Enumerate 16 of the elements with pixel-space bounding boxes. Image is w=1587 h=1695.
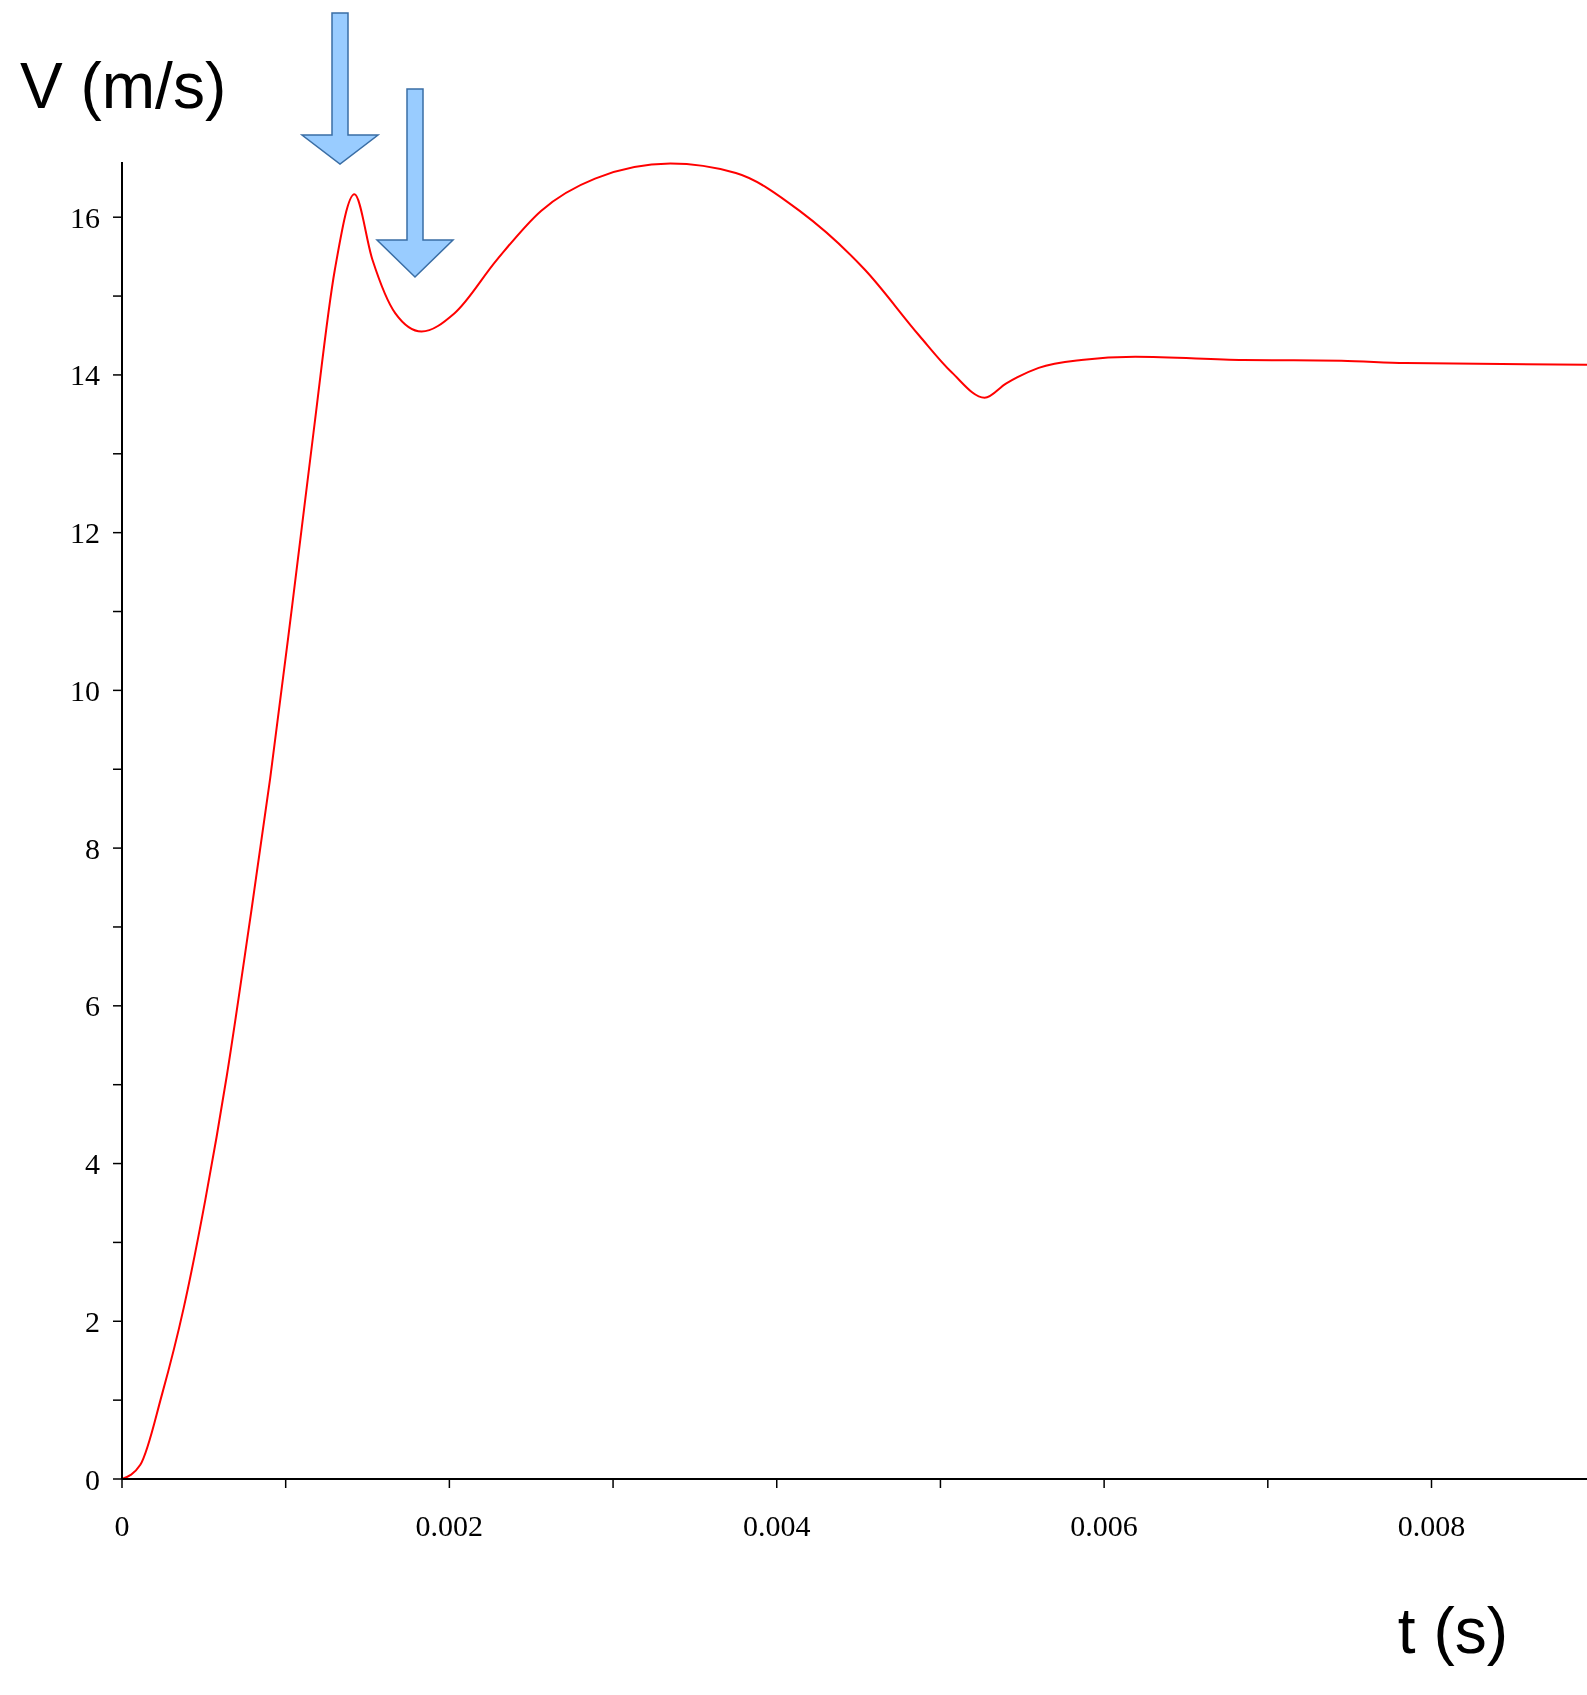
y-tick-label: 12: [70, 516, 100, 550]
y-tick-label: 16: [70, 200, 100, 234]
x-tick-label: 0.006: [1070, 1509, 1138, 1542]
x-tick-label: 0.008: [1397, 1509, 1466, 1542]
x-tick-label: 0: [114, 1509, 130, 1542]
y-axis-title: V (m/s): [20, 50, 227, 122]
x-axis-title: t (s): [1397, 1595, 1508, 1667]
x-tick-label: 0.004: [743, 1509, 811, 1542]
y-tick-label: 2: [85, 1304, 100, 1338]
y-tick-label: 8: [85, 831, 100, 865]
y-tick-label: 14: [70, 358, 100, 392]
y-tick-label: 10: [70, 673, 100, 707]
y-tick-label: 0: [85, 1462, 100, 1496]
y-tick-label: 6: [85, 989, 100, 1023]
x-tick-label: 0.002: [415, 1509, 484, 1542]
y-tick-label: 4: [85, 1147, 100, 1181]
